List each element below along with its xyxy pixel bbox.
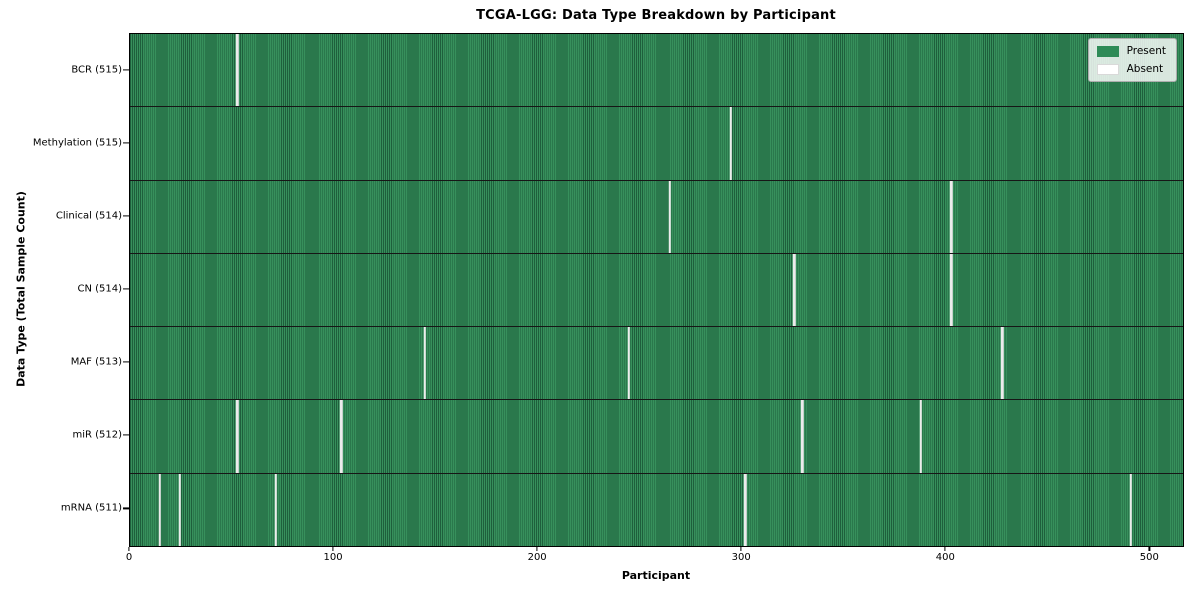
row-bcr [130, 34, 1183, 108]
x-axis-label: Participant [621, 569, 691, 582]
row-mir [130, 400, 1183, 474]
legend-label: Absent [1126, 63, 1164, 75]
absent-line [423, 327, 427, 400]
ytick-mark [123, 215, 129, 217]
absent-line [919, 400, 922, 473]
absent-line [178, 473, 182, 546]
ytick-label: mRNA (511) [60, 502, 122, 514]
present-swatch [1096, 45, 1119, 57]
xtick-mark [536, 547, 538, 551]
xtick-mark [944, 547, 946, 551]
absent-line [1129, 473, 1133, 546]
xtick-mark [1148, 547, 1150, 551]
ytick-mark [123, 68, 129, 71]
row-mrna [130, 473, 1183, 546]
ytick-label: Clinical (514) [55, 210, 122, 222]
absent-line [793, 253, 796, 327]
ytick-label: BCR (515) [71, 64, 122, 76]
absent-line [158, 473, 161, 546]
absent-line [801, 400, 804, 473]
legend-label: Present [1126, 45, 1166, 57]
ytick-label: Methylation (515) [32, 137, 122, 149]
xtick-mark [332, 547, 334, 551]
absent-line [340, 400, 343, 473]
chart-title: TCGA-LGG: Data Type Breakdown by Partici… [476, 8, 836, 23]
xtick-label: 400 [935, 552, 955, 563]
ytick-mark [123, 507, 129, 510]
row-methylation [130, 107, 1183, 181]
xtick-label: 0 [125, 552, 133, 563]
absent-line [950, 180, 953, 253]
plot-area: Present Absent [129, 33, 1184, 547]
row-maf [130, 327, 1183, 401]
ytick-mark [123, 288, 129, 290]
absent-line [235, 34, 239, 107]
xtick-label: 500 [1139, 552, 1159, 563]
xtick-mark [128, 547, 130, 551]
absent-line [235, 400, 239, 473]
absent-swatch [1096, 63, 1119, 75]
xtick-label: 200 [527, 552, 547, 563]
ytick-mark [123, 142, 129, 144]
legend-item-absent: Absent [1096, 63, 1166, 75]
ytick-mark [123, 361, 129, 363]
row-cn [130, 253, 1183, 328]
y-axis-label: Data Type (Total Sample Count) [14, 191, 28, 387]
ytick-label: miR (512) [72, 429, 122, 441]
legend-item-present: Present [1096, 45, 1166, 57]
row-clinical [130, 180, 1183, 254]
xtick-label: 100 [323, 552, 343, 563]
absent-line [274, 473, 278, 546]
rows-container [130, 34, 1183, 546]
absent-line [729, 107, 733, 180]
xtick-label: 300 [731, 552, 751, 563]
absent-line [627, 327, 631, 400]
ytick-label: MAF (513) [70, 356, 122, 368]
absent-line [950, 253, 953, 327]
legend: Present Absent [1087, 38, 1177, 82]
absent-line [1001, 327, 1004, 400]
absent-line [744, 473, 747, 546]
xtick-mark [740, 547, 742, 551]
absent-line [668, 180, 671, 253]
ytick-mark [123, 434, 129, 436]
ytick-label: CN (514) [77, 283, 122, 295]
